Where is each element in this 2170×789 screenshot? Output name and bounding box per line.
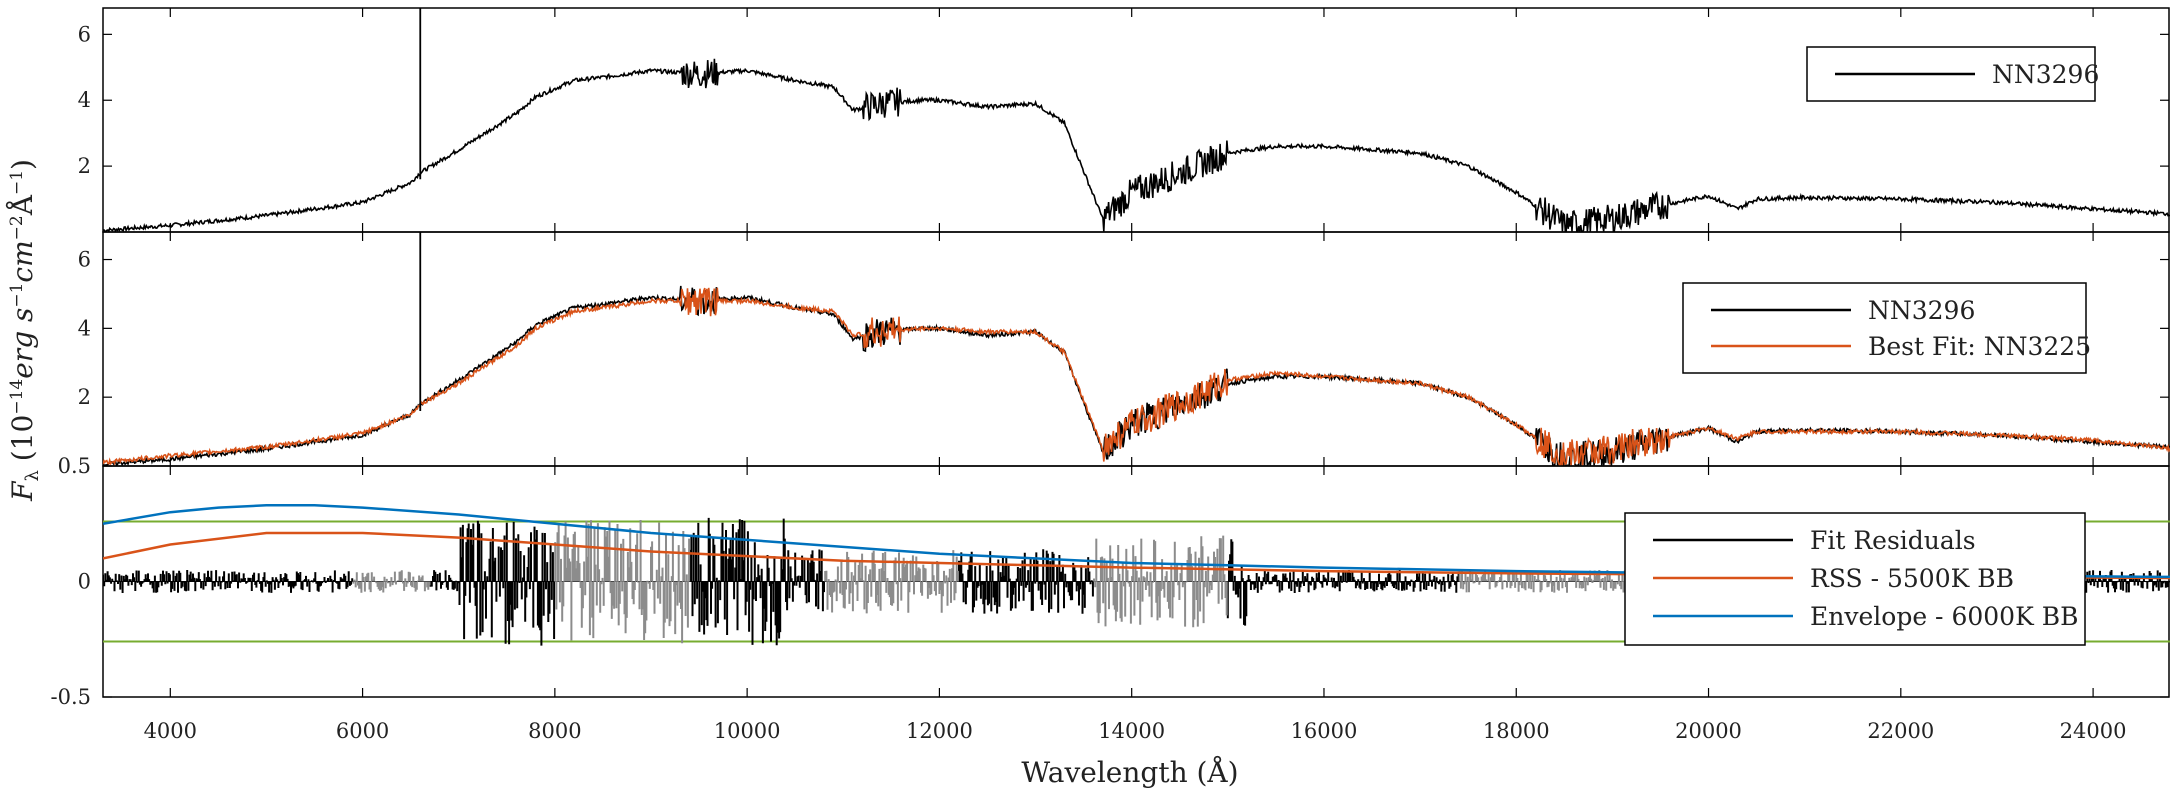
legend-label: Fit Residuals	[1810, 526, 1976, 555]
y-tick-label: 6	[78, 248, 91, 272]
legend-label: NN3296	[1992, 60, 2099, 89]
x-tick-label: 12000	[906, 719, 973, 743]
legend-label: Envelope - 6000K BB	[1810, 602, 2078, 631]
legend: NN3296	[1806, 46, 2099, 102]
x-axis: 4000 6000 8000 10000 12000 14000 16000 18000 200…	[144, 719, 2127, 743]
x-tick-label: 16000	[1291, 719, 1358, 743]
series-line-0	[103, 531, 2170, 580]
plot-area	[103, 8, 2170, 232]
series-line-1	[103, 504, 2170, 579]
y-tick-label: 4	[78, 316, 91, 340]
legend-label: RSS - 5500K BB	[1810, 564, 2014, 593]
legend-box	[1682, 282, 2087, 374]
x-tick-label: 6000	[336, 719, 389, 743]
y-tick-label: -0.5	[51, 685, 92, 709]
y-axis-title: Fλ (10−14erg s−1cm−2Å−1)	[6, 159, 43, 502]
legend: NN3296 Best Fit: NN3225	[1682, 282, 2091, 374]
x-tick-label: 20000	[1675, 719, 1742, 743]
panel-middle: 2 4 6 NN3296 Best Fit: NN3225	[78, 231, 2170, 467]
y-tick-label: 2	[78, 385, 91, 409]
y-tick-label: 0.5	[58, 454, 91, 478]
x-tick-label: 8000	[528, 719, 581, 743]
legend: Fit Residuals RSS - 5500K BB Envelope - 60…	[1624, 512, 2086, 646]
x-tick-label: 14000	[1098, 719, 1165, 743]
x-axis-title: Wavelength (Å)	[1021, 756, 1238, 789]
x-tick-label: 10000	[714, 719, 781, 743]
legend-label: NN3296	[1868, 296, 1975, 325]
panel-top: 2 4 6 NN3296	[78, 7, 2170, 233]
legend-label: Best Fit: NN3225	[1868, 332, 2091, 361]
x-tick-label: 18000	[1483, 719, 1550, 743]
y-tick-label: 2	[78, 154, 91, 178]
y-tick-label: 4	[78, 88, 91, 112]
x-tick-label: 4000	[144, 719, 197, 743]
y-tick-label: 6	[78, 22, 91, 46]
series-line-1	[103, 287, 2170, 466]
y-tick-label: 0	[78, 570, 91, 594]
panel-bottom: -0.5 0 0.5 Fit Residuals RSS - 5500K BB Envel…	[51, 454, 2170, 709]
series-line-0	[103, 58, 2170, 232]
plot-area	[103, 232, 2170, 466]
x-tick-label: 24000	[2060, 719, 2127, 743]
x-tick-label: 22000	[1867, 719, 1934, 743]
